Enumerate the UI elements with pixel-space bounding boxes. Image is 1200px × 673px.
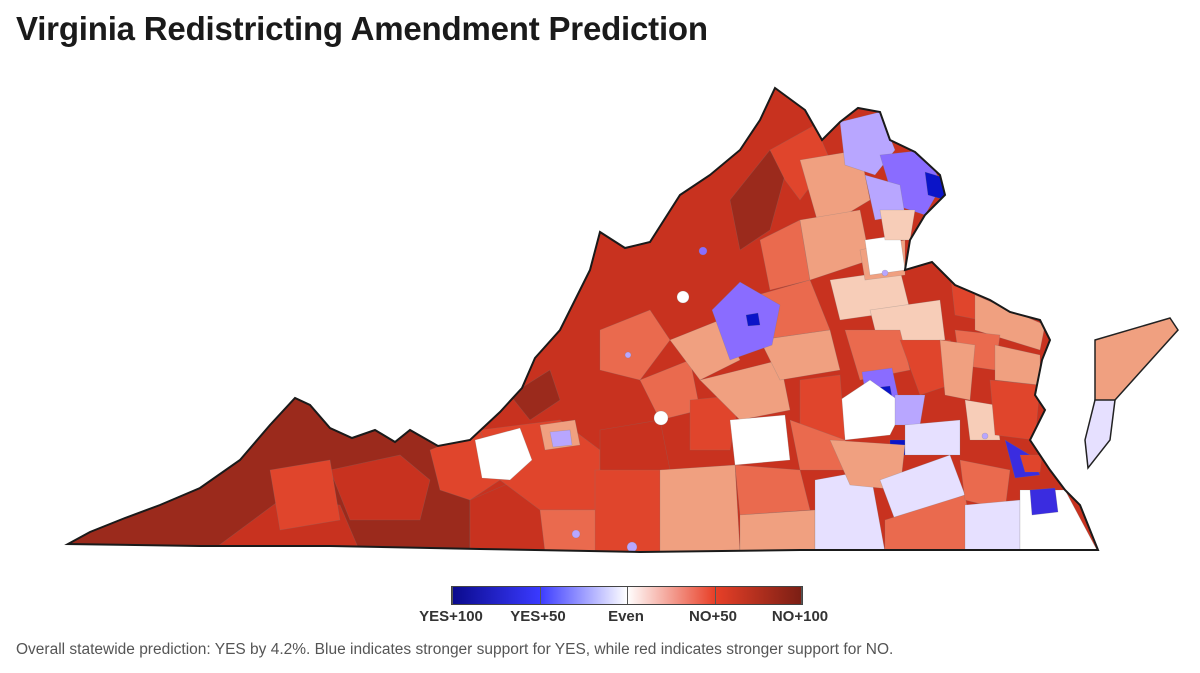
county-region bbox=[799, 149, 871, 231]
legend-label-even: Even bbox=[608, 608, 644, 625]
county-region bbox=[939, 339, 976, 401]
county-region bbox=[711, 281, 781, 361]
county-region bbox=[509, 369, 561, 421]
county-region bbox=[864, 234, 906, 276]
county-region bbox=[659, 464, 741, 552]
city-marker bbox=[626, 541, 638, 553]
county-region bbox=[894, 394, 926, 426]
county-region bbox=[594, 469, 666, 552]
county-region bbox=[539, 509, 601, 552]
county-region bbox=[879, 209, 916, 241]
county-region bbox=[1019, 454, 1043, 473]
legend-tick bbox=[539, 587, 541, 604]
color-scale-bar bbox=[451, 586, 803, 605]
eastern-shore bbox=[1084, 399, 1116, 470]
legend-label-yes-100: YES+100 bbox=[419, 608, 483, 625]
city-marker bbox=[981, 432, 989, 440]
city-marker bbox=[676, 290, 690, 304]
city-marker bbox=[698, 246, 708, 256]
county-region bbox=[964, 399, 1001, 441]
county-region bbox=[329, 454, 431, 521]
county-region bbox=[1029, 487, 1059, 516]
county-region bbox=[964, 499, 1021, 552]
city-marker bbox=[624, 351, 632, 359]
county-region bbox=[734, 464, 811, 516]
county-region bbox=[549, 429, 573, 448]
legend-label-yes-50: YES+50 bbox=[510, 608, 566, 625]
county-region bbox=[759, 329, 841, 381]
county-region bbox=[904, 419, 961, 456]
county-region bbox=[989, 379, 1041, 441]
county-region bbox=[474, 427, 533, 481]
county-region bbox=[884, 494, 976, 552]
legend-tick bbox=[801, 587, 802, 604]
legend-tick bbox=[452, 587, 453, 604]
caption: Overall statewide prediction: YES by 4.2… bbox=[16, 641, 894, 658]
city-marker bbox=[571, 529, 581, 539]
city-marker bbox=[653, 410, 669, 426]
legend-tick bbox=[714, 587, 716, 604]
county-region bbox=[269, 459, 341, 531]
county-region bbox=[745, 312, 761, 327]
legend-tick bbox=[627, 587, 628, 604]
legend-label-no-100: NO+100 bbox=[771, 608, 829, 625]
city-marker bbox=[881, 269, 889, 277]
county-region bbox=[599, 309, 671, 381]
county-region bbox=[844, 329, 911, 381]
county-region bbox=[739, 509, 816, 552]
page-title: Virginia Redistricting Amendment Predict… bbox=[16, 10, 708, 47]
county-region bbox=[729, 149, 786, 251]
legend-label-no-50: NO+50 bbox=[689, 608, 737, 625]
county-region bbox=[729, 414, 791, 466]
county-region bbox=[699, 359, 791, 421]
